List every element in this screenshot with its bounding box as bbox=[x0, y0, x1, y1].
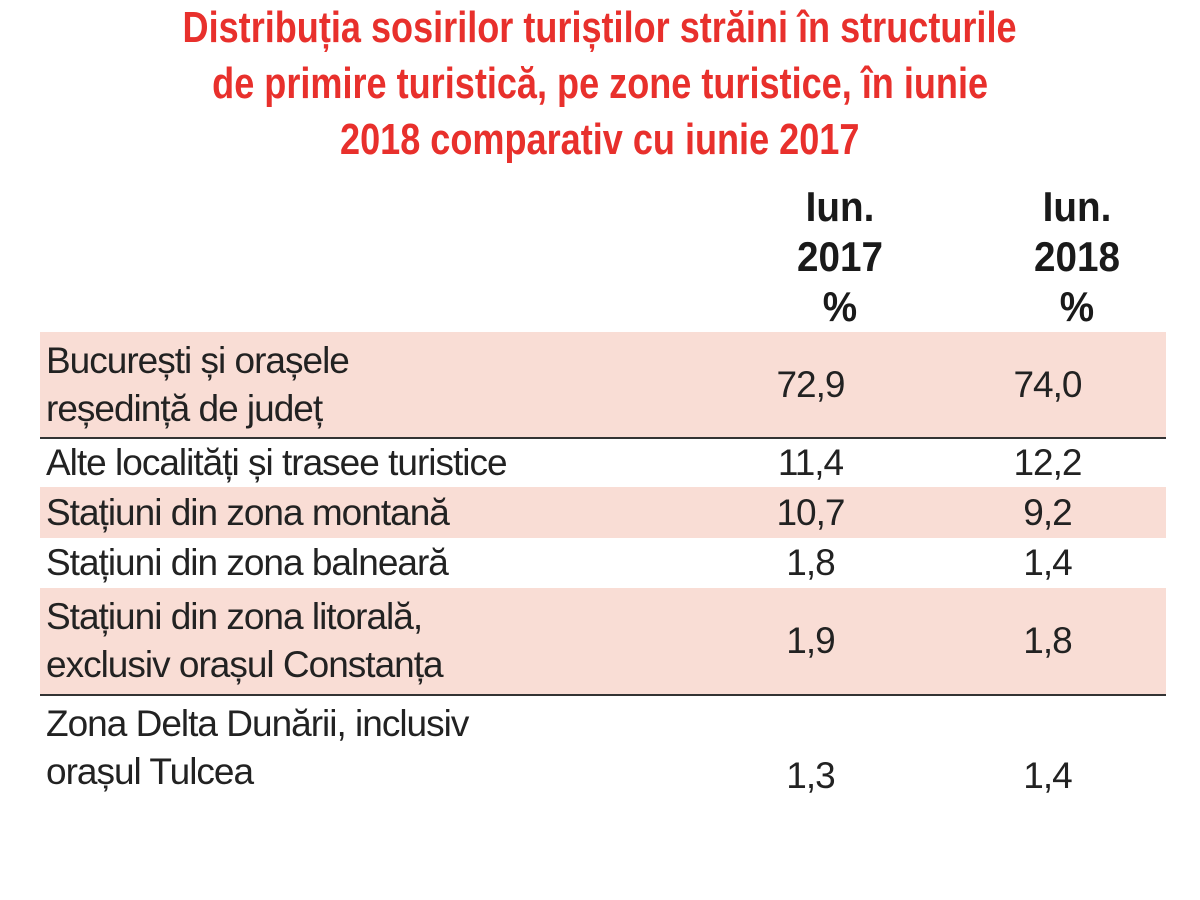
row-label: București și orașele reședință de județ bbox=[40, 332, 692, 438]
title-line: Distribuția sosirilor turiștilor străini… bbox=[182, 3, 1017, 52]
value-2018: 74,0 bbox=[929, 332, 1166, 438]
header-line: % bbox=[822, 283, 858, 330]
row-label-line: București și orașele bbox=[46, 339, 350, 381]
value-2017: 1,9 bbox=[692, 588, 929, 695]
row-label-line: reședință de județ bbox=[46, 387, 323, 429]
value-2018: 12,2 bbox=[929, 437, 1166, 487]
table-row: Stațiuni din zona montană 10,7 9,2 bbox=[40, 487, 1166, 538]
column-header-2018: Iun. 2018 % bbox=[977, 182, 1177, 332]
chart-title: Distribuția sosirilor turiștilor străini… bbox=[0, 0, 1200, 168]
title-line: 2018 comparativ cu iunie 2017 bbox=[340, 115, 860, 164]
row-label: Stațiuni din zona montană bbox=[40, 487, 692, 538]
row-label-line: Stațiuni din zona litorală, bbox=[46, 596, 423, 637]
row-label-line: exclusiv orașul Constanța bbox=[46, 644, 444, 685]
row-label-line: Alte localități și trasee turistice bbox=[46, 442, 508, 483]
row-label: Alte localități și trasee turistice bbox=[40, 437, 692, 487]
header-line: 2018 bbox=[1034, 233, 1120, 280]
value-2018: 1,4 bbox=[1023, 542, 1072, 583]
table-row: București și orașele reședință de județ 72… bbox=[40, 332, 1166, 438]
row-label: Stațiuni din zona balneară bbox=[40, 538, 692, 588]
row-label-line: Stațiuni din zona balneară bbox=[46, 542, 449, 583]
row-label: Stațiuni din zona litorală, exclusiv oraș… bbox=[40, 588, 692, 695]
table-row: Stațiuni din zona balneară 1,8 1,4 bbox=[40, 538, 1166, 588]
title-line: de primire turistică, pe zone turistice,… bbox=[212, 59, 988, 108]
header-line: 2017 bbox=[797, 233, 883, 280]
row-label-line: orașul Tulcea bbox=[46, 751, 254, 792]
table-row: Alte localități și trasee turistice 11,4 1… bbox=[40, 437, 1166, 487]
value-2017: 72,9 bbox=[692, 332, 929, 438]
table-row: Stațiuni din zona litorală, exclusiv oraș… bbox=[40, 588, 1166, 695]
header-line: Iun. bbox=[1042, 183, 1112, 230]
column-header-2017: Iun. 2017 % bbox=[740, 182, 940, 332]
value-2018: 9,2 bbox=[929, 487, 1166, 538]
data-table: București și orașele reședință de județ 72… bbox=[40, 332, 1166, 800]
value-2017: 10,7 bbox=[692, 487, 929, 538]
row-label: Zona Delta Dunării, inclusiv orașul Tulce… bbox=[40, 694, 692, 800]
value-2017: 11,4 bbox=[692, 437, 929, 487]
row-label-line: Zona Delta Dunării, inclusiv bbox=[46, 703, 469, 744]
table-row: Zona Delta Dunării, inclusiv orașul Tulce… bbox=[40, 694, 1166, 800]
row-label-line: Stațiuni din zona montană bbox=[46, 491, 450, 533]
header-line: % bbox=[1059, 283, 1095, 330]
value-2017: 1,8 bbox=[786, 542, 835, 583]
value-2018: 1,4 bbox=[929, 694, 1166, 800]
header-line: Iun. bbox=[805, 183, 875, 230]
value-2018: 1,8 bbox=[929, 588, 1166, 695]
value-2017: 1,3 bbox=[692, 694, 929, 800]
